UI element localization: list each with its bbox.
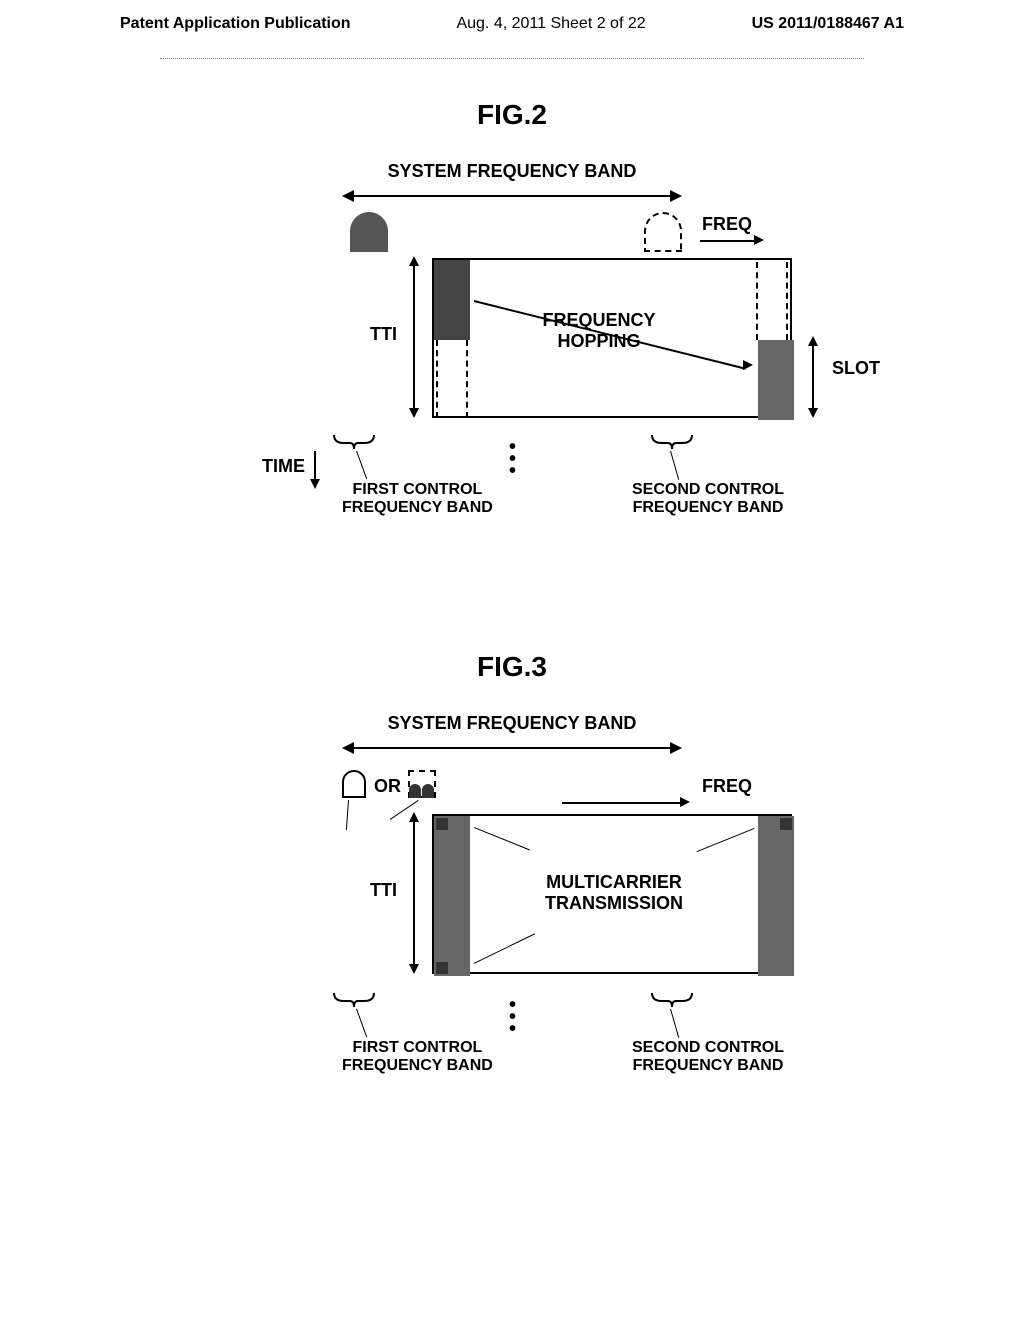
brace-icon — [650, 991, 694, 1009]
fig2-freq-arrow — [700, 240, 756, 242]
fig3-second-band: SECOND CONTROL FREQUENCY BAND — [632, 1039, 784, 1075]
brace-icon — [332, 433, 376, 451]
fig2-freq-label: FREQ — [702, 214, 752, 235]
fig2-dashed-tl — [436, 340, 468, 418]
fig3-block-left — [434, 816, 470, 976]
fig2-time-label: TIME — [262, 456, 305, 477]
fig3-sysband-arrow — [342, 740, 682, 756]
fig3-title: FIG.3 — [0, 651, 1024, 683]
fig2-first-band: FIRST CONTROL FREQUENCY BAND — [342, 481, 493, 517]
fig3-multicarrier-label: MULTICARRIER TRANSMISSION — [524, 872, 704, 914]
fig2-sysband-label: SYSTEM FREQUENCY BAND — [232, 161, 792, 182]
marker-group-dashed-icon — [408, 770, 436, 798]
fig2-block-tl — [434, 260, 470, 340]
fig3-tti-label: TTI — [370, 880, 397, 901]
fig2: SYSTEM FREQUENCY BAND FREQ TTI FREQUENCY… — [232, 161, 792, 581]
fig2-dots: ••• — [509, 441, 516, 477]
fig2-title: FIG.2 — [0, 99, 1024, 131]
fig3-first-band: FIRST CONTROL FREQUENCY BAND — [342, 1039, 493, 1075]
fig3-freq-label: FREQ — [702, 776, 752, 797]
fig2-tti-label: TTI — [370, 324, 397, 345]
brace-icon — [650, 433, 694, 451]
fig3: SYSTEM FREQUENCY BAND OR FREQ TTI — [232, 713, 792, 1133]
fig3-markers: OR FREQ — [232, 760, 792, 814]
header-left: Patent Application Publication — [120, 15, 351, 33]
fig2-markers: FREQ — [232, 208, 792, 258]
brace-icon — [332, 991, 376, 1009]
header-right: US 2011/0188467 A1 — [752, 15, 904, 33]
header-divider — [160, 58, 864, 59]
fig3-block-right — [758, 816, 794, 976]
fig2-sysband-arrow — [342, 188, 682, 204]
fig2-second-band: SECOND CONTROL FREQUENCY BAND — [632, 481, 784, 517]
fig2-slot-label: SLOT — [832, 358, 880, 379]
fig2-chartbox: FREQUENCY HOPPING — [432, 258, 792, 418]
fig3-chart: TTI MULTICARRIER TRANSMISSION — [332, 814, 692, 974]
fig3-or-label: OR — [374, 776, 401, 797]
fig3-sysband-label: SYSTEM FREQUENCY BAND — [232, 713, 792, 734]
fig2-dashed-tr — [756, 262, 788, 340]
fig3-dots: ••• — [509, 999, 516, 1035]
page-header: Patent Application Publication Aug. 4, 2… — [0, 0, 1024, 48]
header-center: Aug. 4, 2011 Sheet 2 of 22 — [456, 15, 645, 33]
fig2-chart: TTI FREQUENCY HOPPING SLOT — [332, 258, 692, 418]
marker-outline-icon — [342, 770, 366, 798]
fig3-chartbox: MULTICARRIER TRANSMISSION — [432, 814, 792, 974]
marker-outline-icon — [644, 212, 682, 252]
marker-solid-icon — [350, 212, 388, 252]
fig2-block-br — [758, 340, 794, 420]
fig3-freq-arrow — [562, 802, 682, 804]
